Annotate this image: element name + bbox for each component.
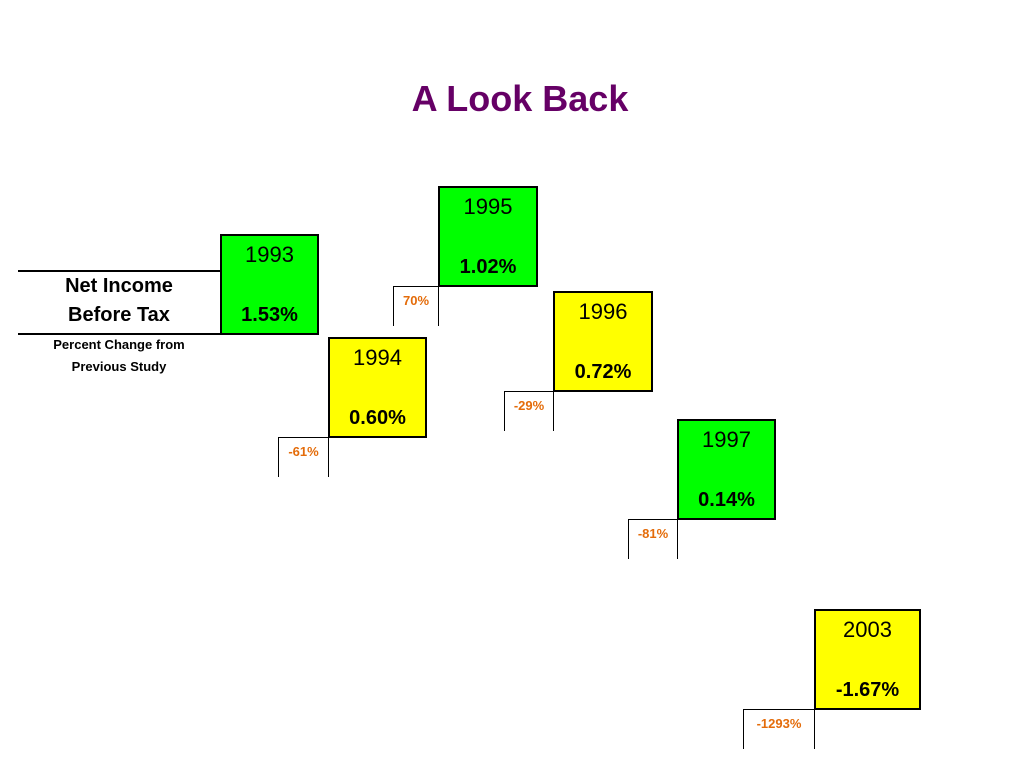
year-cell: 1996 [553, 291, 653, 330]
value-cell: 0.72% [553, 328, 653, 392]
value-cell: 1.02% [438, 223, 538, 287]
value-cell: 0.14% [677, 456, 776, 520]
change-cell: 70% [393, 286, 439, 326]
year-cell: 1993 [220, 234, 319, 273]
change-cell: -1293% [743, 709, 815, 749]
change-cell: -81% [628, 519, 678, 559]
year-cell: 1997 [677, 419, 776, 458]
year-cell: 1995 [438, 186, 538, 225]
change-label: Percent Change from Previous Study [53, 337, 185, 374]
change-cell: -29% [504, 391, 554, 431]
title: A Look Back [411, 78, 629, 119]
row-label: Net Income Before Tax [18, 270, 220, 335]
value-cell: 1.53% [220, 271, 319, 335]
year-cell: 1994 [328, 337, 427, 376]
year-cell: 2003 [814, 609, 921, 648]
change-cell: -61% [278, 437, 329, 477]
value-cell: -1.67% [814, 646, 921, 710]
value-cell: 0.60% [328, 374, 427, 438]
